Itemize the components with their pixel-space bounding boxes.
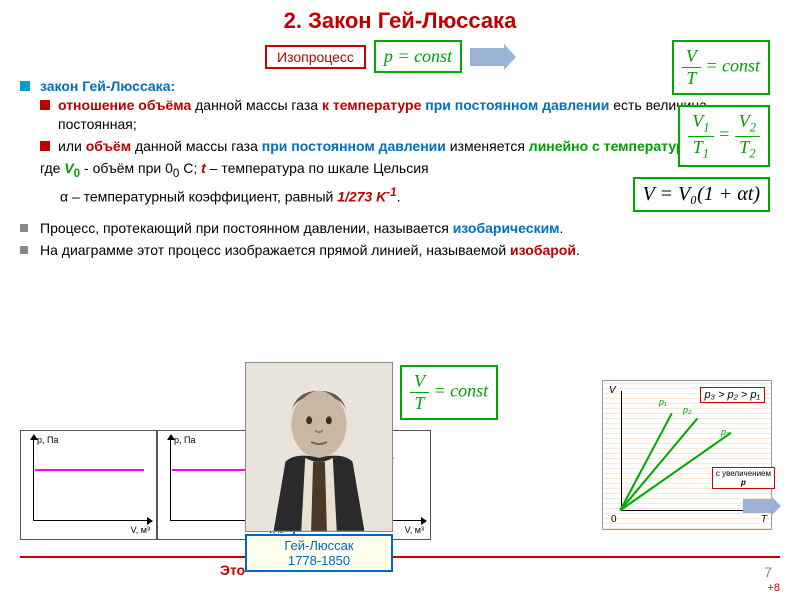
vt-diagram: V T 0 p₁ p₂ p₃ p₃ > p₂ > p₁ с увеличение… xyxy=(602,380,772,530)
portrait-block: Гей-Люссак 1778-1850 xyxy=(245,362,393,572)
inequality-box: p₃ > p₂ > p₁ xyxy=(700,387,765,403)
isobar-def: На диаграмме этот процесс изображается п… xyxy=(20,241,780,261)
isobaric-def: Процесс, протекающий при постоянном давл… xyxy=(20,219,780,239)
side-formulas: VT = const V1T1 = V2T2 V = V₀(1 + αt) xyxy=(633,40,770,212)
arrow-icon xyxy=(470,48,506,66)
process-description: Процесс, протекающий при постоянном давл… xyxy=(20,219,780,261)
increase-note: с увеличением p xyxy=(712,467,775,489)
isoprocess-badge: Изопроцесс xyxy=(265,45,366,69)
eto-text: Это xyxy=(220,562,245,578)
plus-annotation: +8 xyxy=(767,582,780,594)
page-number: 7 xyxy=(764,564,772,580)
divider xyxy=(20,556,780,558)
main-formula: p = const xyxy=(374,40,462,73)
arrow-icon xyxy=(743,499,773,513)
portrait-image xyxy=(245,362,393,532)
float-formula: VT = const xyxy=(400,365,498,420)
diagram-1: p, Па V, м³ xyxy=(20,430,157,540)
page-title: 2. Закон Гей-Люссака xyxy=(20,8,780,34)
portrait-caption: Гей-Люссак 1778-1850 xyxy=(245,534,393,572)
